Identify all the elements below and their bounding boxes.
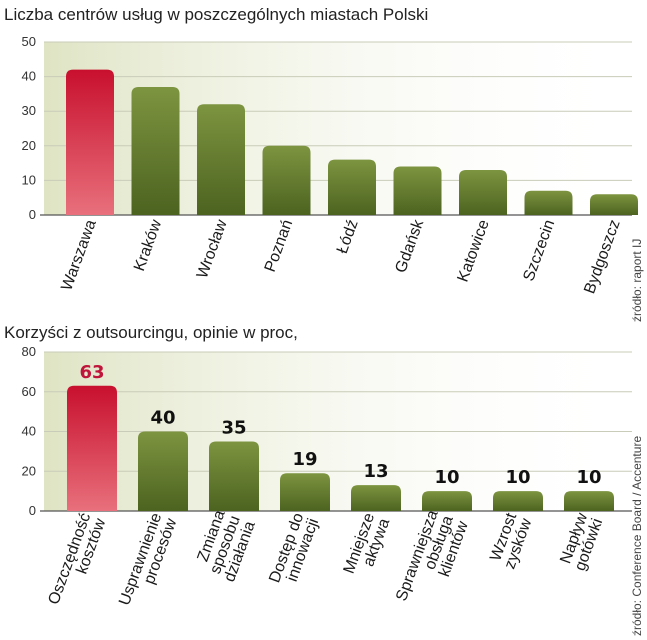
- category-label-1: Warszawa: [58, 217, 99, 293]
- chart-title: Korzyści z outsourcingu, opinie w proc,: [4, 323, 298, 342]
- y-tick-label: 50: [22, 34, 36, 49]
- data-label-6: 10: [434, 467, 459, 488]
- category-label-2: Kraków: [131, 217, 165, 273]
- y-tick-label: 30: [22, 103, 36, 118]
- category-label-1: Oszczędnośćkosztów: [45, 510, 109, 612]
- y-tick-label: 0: [29, 207, 36, 222]
- y-tick-label: 20: [22, 463, 36, 478]
- y-tick-label: 60: [22, 384, 36, 399]
- category-label-6: Gdańsk: [392, 217, 427, 276]
- category-label-4: Poznań: [262, 218, 297, 275]
- bar-3: [209, 441, 259, 511]
- bar-3: [197, 104, 245, 215]
- bar-2: [138, 431, 188, 511]
- bar-8: [524, 190, 573, 215]
- bar-7: [459, 170, 507, 215]
- category-label-7: Katowice: [455, 217, 493, 284]
- category-label-8: Napływgotówki: [557, 510, 607, 573]
- source-note: źródło: raport IJ: [630, 239, 644, 322]
- y-tick-label: 0: [29, 503, 36, 518]
- bar-5: [351, 485, 401, 511]
- data-label-5: 13: [363, 461, 388, 482]
- category-label-5: Łódź: [334, 218, 362, 256]
- y-tick-label: 80: [22, 344, 36, 359]
- source-note: źródło: Conference Board / Accenture: [630, 436, 644, 636]
- bar-4: [280, 473, 330, 511]
- category-label-5: Mniejszeaktywa: [341, 511, 394, 582]
- category-label-8: Szczecin: [520, 218, 558, 284]
- y-tick-label: 10: [22, 172, 36, 187]
- bar-6: [393, 166, 442, 215]
- data-label-4: 19: [292, 449, 317, 470]
- bar-1: [67, 385, 117, 511]
- bar-6: [422, 491, 472, 511]
- data-label-7: 10: [505, 467, 530, 488]
- bar-4: [262, 145, 311, 215]
- category-label-9: Bydgoszcz: [581, 218, 623, 297]
- data-label-8: 10: [576, 467, 601, 488]
- category-label-7: Wzrostzysków: [486, 510, 535, 571]
- category-label-4: Dostęp doinnowacji: [266, 511, 322, 591]
- bar-5: [328, 159, 376, 215]
- category-label-3: Zmianasposobudziałania: [191, 508, 259, 584]
- chart-2: Korzyści z outsourcingu, opinie w proc, 0…: [4, 323, 644, 636]
- bar-2: [131, 86, 180, 215]
- chart-title: Liczba centrów usług w poszczególnych mi…: [4, 5, 428, 24]
- category-label-6: Sprawniejszaobsługaklientów: [393, 508, 472, 615]
- data-label-2: 40: [150, 408, 175, 429]
- y-tick-label: 40: [22, 69, 36, 84]
- bar-8: [564, 491, 614, 511]
- chart-1: Liczba centrów usług w poszczególnych mi…: [4, 5, 644, 322]
- y-tick-label: 40: [22, 424, 36, 439]
- category-label-3: Wrocław: [194, 217, 231, 281]
- data-label-3: 35: [221, 417, 246, 438]
- bar-9: [590, 194, 638, 215]
- bar-1: [66, 69, 114, 216]
- bar-7: [493, 491, 543, 511]
- y-tick-label: 20: [22, 138, 36, 153]
- data-label-1: 63: [79, 362, 104, 383]
- category-label-2: Usprawnienieprocesów: [116, 510, 180, 613]
